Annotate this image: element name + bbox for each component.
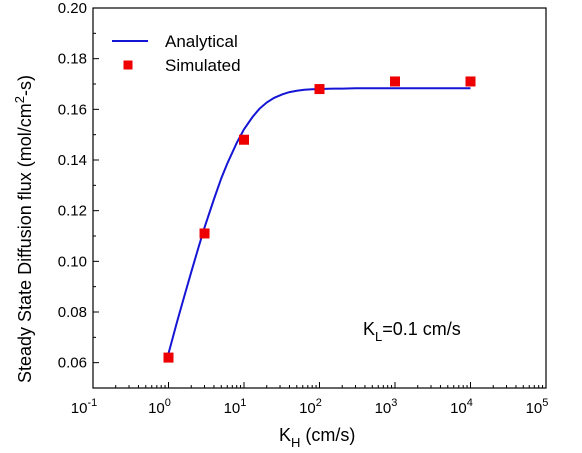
axis-ticks [92,7,547,388]
y-tick-label: 0.16 [58,101,87,118]
x-tick-label: 10-1 [71,397,97,417]
legend-label-analytical: Analytical [165,32,238,51]
simulated-point [314,84,325,95]
annotation: KL=0.1 cm/s [363,319,461,344]
plot-frame [92,7,547,389]
legend: Analytical Simulated [112,32,241,75]
y-tick-label: 0.10 [58,253,87,270]
x-tick-labels: 10-1 100 101 102 103 104 105 [71,397,549,417]
y-axis-label: Steady State Diffusion flux (mol/cm2-s) [12,75,35,383]
simulated-point [239,134,249,145]
x-axis-label: KH (cm/s) [279,425,355,450]
simulated-point [199,228,210,239]
series-line-analytical [167,87,471,354]
y-tick-label: 0.18 [58,51,87,68]
y-tick-label: 0.06 [58,355,87,372]
y-tick-label: 0.08 [58,304,87,321]
y-tick-label: 0.20 [58,0,87,17]
x-tick-label: 105 [526,397,549,417]
legend-marker-swatch [123,60,133,70]
y-tick-label: 0.14 [58,152,87,169]
y-tick-labels: 0.06 0.08 0.10 0.12 0.14 0.16 0.18 0.20 [58,0,87,372]
series-points-simulated [163,76,476,363]
simulated-point [163,352,174,363]
y-tick-label: 0.12 [58,203,87,220]
x-tick-label: 101 [224,397,247,417]
x-tick-label: 102 [299,397,322,417]
legend-label-simulated: Simulated [165,56,241,75]
x-tick-label: 104 [450,397,473,417]
x-tick-label: 103 [375,397,398,417]
simulated-point [390,76,400,87]
x-tick-label: 100 [148,397,171,417]
simulated-point [465,76,476,87]
